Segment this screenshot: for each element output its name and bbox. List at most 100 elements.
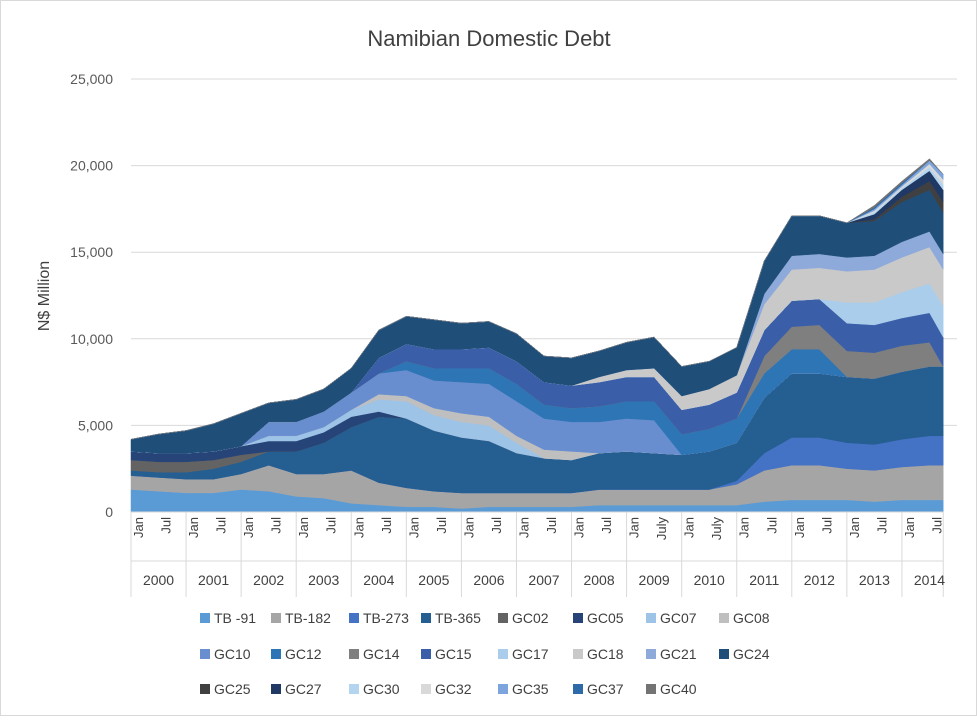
legend-swatch xyxy=(498,613,508,623)
legend-label: GC05 xyxy=(587,610,624,626)
legend-label: TB-182 xyxy=(285,610,331,626)
legend-label: GC27 xyxy=(285,681,322,697)
legend-label: GC18 xyxy=(587,646,624,662)
month-tick-label: Jul xyxy=(544,517,559,534)
legend-label: GC12 xyxy=(285,646,322,662)
legend-item: GC08 xyxy=(719,610,770,626)
year-label: 2001 xyxy=(198,572,229,588)
x-axis: 2000 Jan Jul 2001 Jan Jul 2002 Jan Jul 2003 Jan Jul… xyxy=(130,511,945,597)
legend-item: GC21 xyxy=(646,646,697,662)
month-tick-label: Jan xyxy=(461,517,476,538)
area-gc40 xyxy=(130,158,944,440)
legend-item: GC24 xyxy=(719,646,770,662)
legend-label: GC14 xyxy=(363,646,400,662)
month-tick-label: Jan xyxy=(627,517,642,538)
y-tick-label: 25,000 xyxy=(70,71,113,87)
legend-swatch xyxy=(421,613,431,623)
legend-item: GC25 xyxy=(200,681,251,697)
legend-swatch xyxy=(498,684,508,694)
month-tick-label: Jan xyxy=(131,517,146,538)
legend-item: GC12 xyxy=(271,646,322,662)
y-tick-label: 10,000 xyxy=(70,331,113,347)
month-tick-label: Jul xyxy=(324,517,339,534)
year-label: 2006 xyxy=(473,572,504,588)
legend-label: GC21 xyxy=(660,646,697,662)
month-tick-label: Jul xyxy=(379,517,394,534)
month-tick-label: Jul xyxy=(874,517,889,534)
legend-swatch xyxy=(349,649,359,659)
legend-swatch xyxy=(573,649,583,659)
month-tick-label: Jan xyxy=(792,517,807,538)
year-label: 2000 xyxy=(143,572,174,588)
legend-swatch xyxy=(349,613,359,623)
month-tick-label: Jan xyxy=(682,517,697,538)
year-label: 2009 xyxy=(639,572,670,588)
month-tick-label: July xyxy=(654,517,669,541)
legend-swatch xyxy=(498,649,508,659)
legend-item: GC17 xyxy=(498,646,549,662)
year-label: 2013 xyxy=(859,572,890,588)
year-label: 2012 xyxy=(804,572,835,588)
year-label: 2010 xyxy=(694,572,725,588)
legend-item: TB-182 xyxy=(271,610,331,626)
month-tick-label: Jan xyxy=(572,517,587,538)
month-tick-label: Jan xyxy=(737,517,752,538)
month-tick-label: Jul xyxy=(764,517,779,534)
month-tick-label: Jul xyxy=(819,517,834,534)
month-tick-label: Jan xyxy=(406,517,421,538)
legend-label: GC17 xyxy=(512,646,549,662)
legend-swatch xyxy=(271,684,281,694)
legend-item: GC32 xyxy=(421,681,472,697)
legend-item: GC30 xyxy=(349,681,400,697)
legend-swatch xyxy=(200,684,210,694)
legend-swatch xyxy=(646,613,656,623)
y-axis-label: N$ Million xyxy=(36,261,53,331)
month-tick-label: Jan xyxy=(351,517,366,538)
legend-label: GC30 xyxy=(363,681,400,697)
year-label: 2002 xyxy=(253,572,284,588)
legend-label: GC10 xyxy=(214,646,251,662)
legend-swatch xyxy=(271,649,281,659)
month-tick-label: Jul xyxy=(489,517,504,534)
legend-label: GC24 xyxy=(733,646,770,662)
legend-label: TB -91 xyxy=(214,610,256,626)
area-series xyxy=(130,158,944,513)
legend-swatch xyxy=(646,649,656,659)
y-tick-label: 5,000 xyxy=(78,417,113,433)
y-tick-label: 15,000 xyxy=(70,244,113,260)
legend-item: GC05 xyxy=(573,610,624,626)
legend-swatch xyxy=(719,613,729,623)
year-label: 2004 xyxy=(363,572,394,588)
month-tick-label: Jan xyxy=(847,517,862,538)
legend-item: GC37 xyxy=(573,681,624,697)
month-tick-label: July xyxy=(709,517,724,541)
legend-item: GC07 xyxy=(646,610,697,626)
legend-item: GC15 xyxy=(421,646,472,662)
legend-swatch xyxy=(719,649,729,659)
month-tick-label: Jan xyxy=(902,517,917,538)
legend-item: GC02 xyxy=(498,610,549,626)
legend-swatch xyxy=(573,613,583,623)
month-tick-label: Jul xyxy=(930,517,945,534)
legend-swatch xyxy=(646,684,656,694)
legend-label: GC25 xyxy=(214,681,251,697)
legend-item: GC10 xyxy=(200,646,251,662)
legend-label: GC37 xyxy=(587,681,624,697)
legend-label: GC08 xyxy=(733,610,770,626)
month-tick-label: Jan xyxy=(296,517,311,538)
legend-item: GC14 xyxy=(349,646,400,662)
y-tick-label: 0 xyxy=(105,504,113,520)
legend-swatch xyxy=(200,649,210,659)
y-axis: 0 5,000 10,000 15,000 20,000 25,000 xyxy=(70,71,113,520)
legend-label: TB-365 xyxy=(435,610,481,626)
legend-label: GC02 xyxy=(512,610,549,626)
year-label: 2014 xyxy=(914,572,945,588)
legend-item: GC27 xyxy=(271,681,322,697)
month-tick-label: Jul xyxy=(214,517,229,534)
legend-item: GC40 xyxy=(646,681,697,697)
month-tick-label: Jul xyxy=(434,517,449,534)
legend-label: GC15 xyxy=(435,646,472,662)
month-tick-label: Jan xyxy=(186,517,201,538)
